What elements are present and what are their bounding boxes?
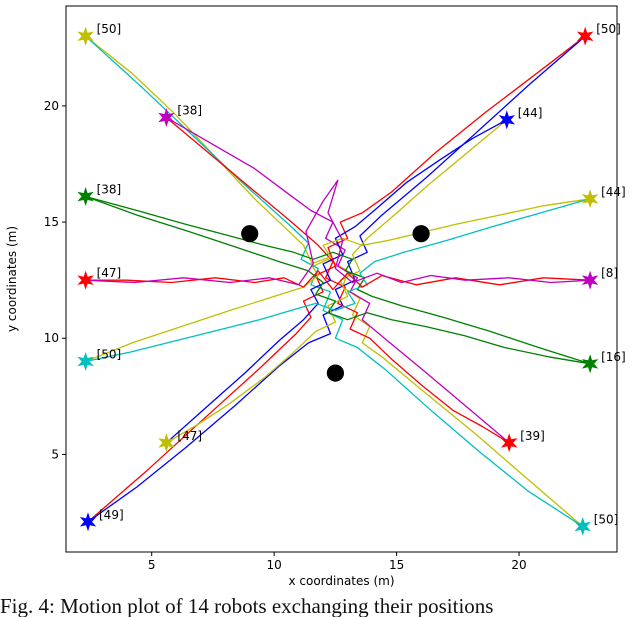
- robot-final-position-star-marker: [77, 26, 94, 46]
- robot-final-position-star-marker: [501, 433, 518, 453]
- y-tick-label: 5: [51, 447, 59, 461]
- robot-step-label: [49]: [99, 508, 124, 522]
- robot-final-position-star-marker: [77, 352, 94, 371]
- robot-step-label: [38]: [177, 104, 202, 118]
- robot-trajectory: [166, 119, 508, 444]
- robot-step-label: [50]: [594, 512, 619, 526]
- robot-step-label: [39]: [520, 429, 545, 443]
- y-tick-label: 10: [44, 331, 59, 345]
- robot-final-position-star-marker: [158, 108, 175, 127]
- robot-final-position-star-marker: [79, 512, 97, 532]
- robot-final-position-star-marker: [158, 433, 175, 453]
- obstacle-circle: [412, 225, 430, 243]
- robot-trajectory: [85, 195, 591, 365]
- robot-trajectory: [85, 195, 591, 365]
- robot-step-label: [47]: [177, 429, 202, 443]
- robot-trajectory: [166, 116, 510, 444]
- robot-step-label: [50]: [97, 348, 122, 362]
- robot-trajectory: [87, 35, 586, 523]
- robot-trajectory: [165, 119, 508, 444]
- robot-final-position-star-marker: [77, 270, 94, 290]
- robot-final-position-star-marker: [574, 516, 591, 536]
- y-tick-label: 15: [44, 215, 59, 229]
- robot-final-position-star-marker: [576, 26, 594, 46]
- robot-step-label: [38]: [97, 183, 122, 197]
- robot-trajectory: [85, 198, 591, 363]
- robot-final-position-star-marker: [581, 354, 599, 374]
- x-axis-label: x coordinates (m): [288, 574, 394, 588]
- plot-frame: [65, 5, 618, 553]
- robot-final-position-star-marker: [498, 110, 515, 130]
- figure-caption: Fig. 4: Motion plot of 14 robots exchang…: [0, 594, 494, 617]
- robot-step-label: [8]: [601, 266, 618, 280]
- robot-step-label: [50]: [596, 22, 621, 36]
- robot-trajectory: [85, 198, 591, 363]
- y-tick-label: 20: [44, 99, 59, 113]
- robot-step-label: [47]: [97, 266, 122, 280]
- robot-final-position-star-marker: [581, 189, 599, 209]
- robot-trajectory: [165, 117, 510, 444]
- robot-step-label: [50]: [97, 22, 122, 36]
- y-axis-label: y coordinates (m): [5, 226, 19, 332]
- x-tick-label: 15: [389, 558, 404, 572]
- robot-trajectory: [87, 35, 586, 523]
- obstacle-circle: [326, 364, 344, 382]
- robot-step-label: [44]: [601, 185, 626, 199]
- x-tick-label: 5: [148, 558, 156, 572]
- robot-final-position-star-marker: [581, 270, 599, 290]
- trajectory-plot: [50] [50] [50] [49] [38] [39] [44] [47] [38] [16]…: [5, 5, 626, 588]
- robot-step-label: [44]: [518, 106, 543, 120]
- robot-trajectory: [85, 179, 591, 286]
- robot-trajectory: [85, 35, 584, 527]
- robot-step-label: [16]: [601, 350, 626, 364]
- x-tick-label: 10: [267, 558, 282, 572]
- obstacle-circle: [241, 225, 259, 243]
- robot-final-position-star-marker: [77, 187, 94, 206]
- x-tick-label: 20: [511, 558, 526, 572]
